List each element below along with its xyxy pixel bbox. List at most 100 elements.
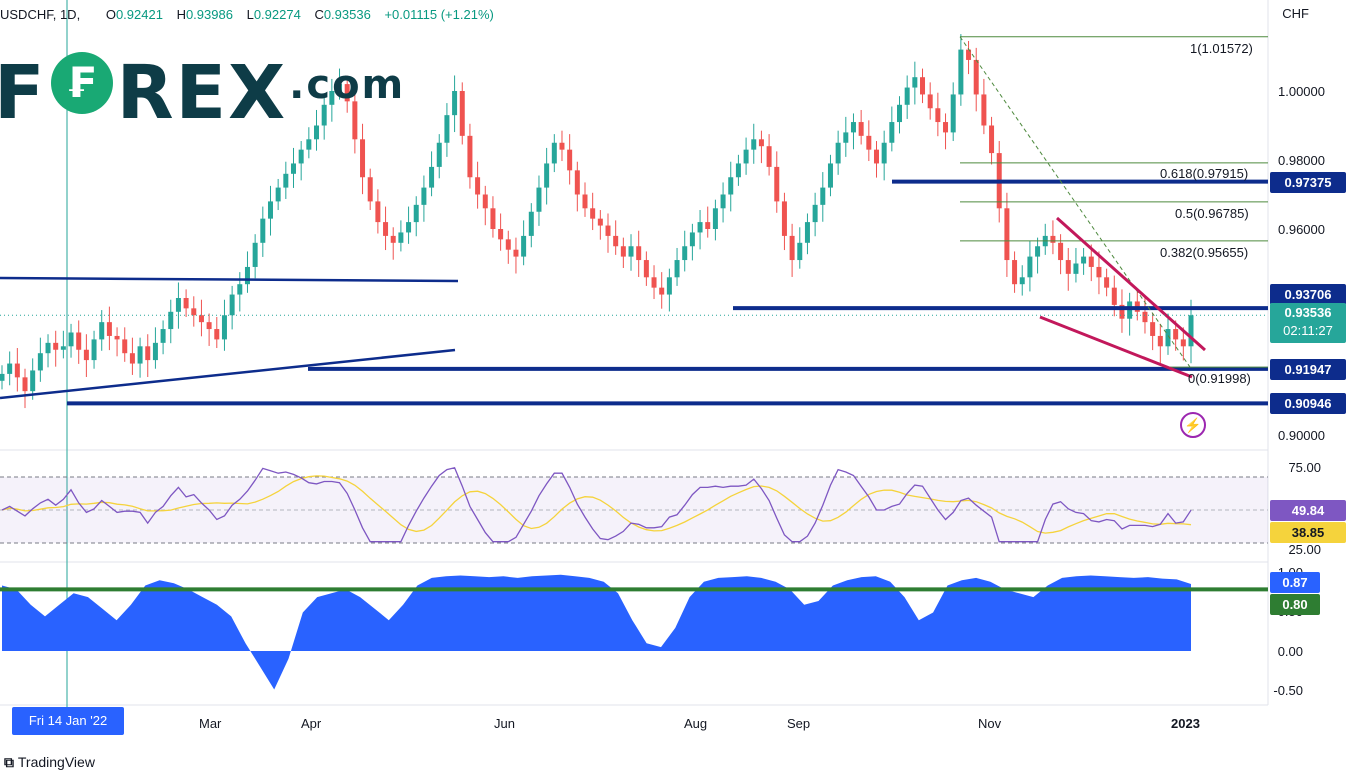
candle-body	[298, 149, 304, 164]
candle-body	[145, 346, 151, 361]
candle-body	[37, 353, 43, 371]
candle-body	[1173, 329, 1179, 340]
candle-body	[214, 329, 220, 340]
time-label-sep: Sep	[787, 716, 811, 731]
candle-body	[943, 122, 949, 133]
candle-body	[1088, 256, 1094, 267]
price-tag-current: 0.93536 02:11:27	[1270, 303, 1346, 343]
candle-body	[0, 373, 5, 381]
price-axis-label-2: 0.98000	[1278, 153, 1325, 168]
candle-body	[850, 122, 856, 133]
candlestick-series	[0, 34, 1194, 409]
corr-axis-label-neg05: -0.50	[1273, 683, 1303, 698]
tradingview-logo[interactable]: ⧉ TradingView	[4, 754, 95, 771]
price-tag-091947: 0.91947	[1270, 359, 1346, 380]
candle-body	[728, 177, 734, 195]
candle-body	[689, 232, 695, 247]
candle-body	[873, 149, 879, 164]
candle-body	[390, 235, 396, 243]
candle-body	[252, 242, 258, 267]
candle-body	[1104, 277, 1110, 288]
time-label-nov: Nov	[978, 716, 1002, 731]
candle-body	[1019, 277, 1025, 285]
time-label-aug: Aug	[684, 716, 708, 731]
rsi-line	[1, 467, 1192, 543]
price-axis-label-4: 0.90000	[1278, 428, 1325, 443]
price-tag-090946: 0.90946	[1270, 393, 1346, 414]
open-label: O	[105, 7, 116, 22]
tradingview-label: TradingView	[17, 754, 95, 770]
lower-trendline	[0, 348, 456, 400]
candle-body	[720, 194, 726, 209]
candle-body	[1073, 263, 1079, 274]
candle-body	[290, 163, 296, 174]
candle-body	[521, 235, 527, 257]
price-tag-093706: 0.93706	[1270, 284, 1346, 305]
candle-body	[490, 208, 496, 229]
candle-body	[14, 363, 20, 378]
candle-body	[781, 201, 787, 236]
candle-body	[106, 322, 112, 336]
candle-body	[582, 194, 588, 209]
candle-body	[436, 142, 442, 167]
candle-body	[321, 104, 327, 126]
candle-body	[743, 149, 749, 164]
candle-body	[383, 222, 389, 236]
candle-body	[360, 139, 366, 178]
candle-body	[398, 232, 404, 243]
candle-body	[129, 353, 135, 364]
candle-body	[613, 235, 619, 247]
corr-value-tag: 0.87	[1270, 572, 1320, 593]
lightning-icon[interactable]: ⚡	[1180, 412, 1206, 438]
candle-body	[329, 91, 335, 105]
candle-body	[244, 266, 250, 285]
candle-body	[352, 101, 358, 140]
logo-letter-f: F	[0, 50, 47, 136]
low-label: L	[246, 7, 254, 22]
candle-body	[950, 94, 956, 133]
candle-body	[114, 335, 120, 340]
candle-body	[751, 139, 757, 150]
wedge-lower-line	[1039, 315, 1193, 379]
candle-body	[797, 242, 803, 261]
high-label: H	[176, 7, 186, 22]
candle-body	[306, 139, 312, 150]
candle-body	[91, 339, 97, 361]
crosshair-date-badge: Fri 14 Jan '22	[12, 707, 124, 735]
candle-body	[590, 208, 596, 219]
candle-body	[221, 315, 227, 340]
candle-body	[53, 342, 59, 350]
time-label-apr: Apr	[301, 716, 322, 731]
candle-body	[275, 187, 281, 202]
candle-body	[60, 346, 66, 350]
candle-body	[812, 204, 818, 223]
candle-body	[314, 125, 320, 140]
candle-body	[7, 363, 13, 374]
candle-body	[958, 49, 964, 95]
candle-body	[766, 146, 772, 167]
fib-label-05: 0.5(0.96785)	[1175, 206, 1249, 221]
candle-body	[544, 163, 550, 188]
candle-body	[551, 142, 557, 164]
fib-label-1: 1(1.01572)	[1190, 41, 1253, 56]
time-label-2023: 2023	[1171, 716, 1200, 731]
candle-body	[835, 142, 841, 164]
candle-body	[421, 187, 427, 205]
candle-body	[674, 260, 680, 278]
candle-body	[1096, 266, 1102, 278]
candle-body	[260, 218, 266, 243]
candle-body	[429, 166, 435, 188]
candle-body	[344, 84, 350, 102]
tradingview-icon: ⧉	[4, 754, 18, 770]
candle-body	[1142, 311, 1148, 323]
candle-body	[659, 287, 665, 295]
candle-body	[697, 222, 703, 233]
candle-body	[283, 173, 289, 188]
close-value: 0.93536	[323, 7, 371, 22]
candle-body	[567, 149, 573, 171]
candle-body	[168, 311, 174, 330]
candle-body	[237, 284, 243, 295]
symbol-label[interactable]: USDCHF, 1D,	[0, 7, 81, 22]
candle-body	[1050, 235, 1056, 243]
